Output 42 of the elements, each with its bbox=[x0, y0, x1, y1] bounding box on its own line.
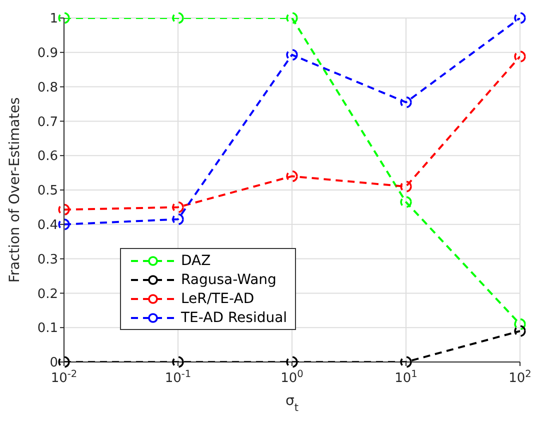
point bbox=[514, 318, 526, 330]
legend-label: DAZ bbox=[181, 252, 211, 268]
y-tick-label: 0.7 bbox=[37, 114, 58, 130]
y-tick-label: 0.1 bbox=[37, 321, 58, 336]
point bbox=[400, 180, 412, 192]
point bbox=[514, 325, 526, 337]
y-tick-label: 1 bbox=[50, 12, 58, 27]
x-axis-title: σ$_{t}$ bbox=[286, 393, 298, 414]
point bbox=[286, 170, 298, 182]
y-tick-label: 0.6 bbox=[37, 149, 58, 164]
point bbox=[172, 213, 184, 226]
y-tick-label: 0.4 bbox=[37, 218, 58, 234]
y-tick-label: 0.9 bbox=[37, 46, 58, 62]
point bbox=[514, 12, 526, 24]
x-tick-label: 10$^{-1}$ bbox=[164, 368, 192, 386]
point bbox=[286, 12, 298, 24]
y-tick-label: 0.2 bbox=[37, 286, 58, 302]
point bbox=[172, 356, 184, 368]
point bbox=[286, 48, 298, 61]
legend-label: TE-AD Residual bbox=[181, 310, 288, 326]
point bbox=[58, 356, 70, 368]
point bbox=[172, 201, 184, 214]
y-axis-title: Fraction of Over-Estimates bbox=[6, 97, 23, 283]
y-tick-label: 0.8 bbox=[37, 80, 58, 96]
y-tick-label: 0.5 bbox=[37, 184, 58, 199]
x-tick-label: 10$^{1}$ bbox=[394, 368, 418, 386]
point bbox=[58, 12, 70, 24]
y-tick-label: 0 bbox=[50, 356, 58, 371]
point bbox=[400, 356, 412, 368]
x-tick-label: 10$^{0}$ bbox=[280, 368, 304, 386]
legend-label: Ragusa-Wang bbox=[181, 272, 276, 288]
x-tick-label: 10$^{-2}$ bbox=[50, 368, 78, 386]
point bbox=[58, 218, 70, 230]
legend-label: LeR/TE-AD bbox=[181, 290, 254, 306]
y-tick-label: 0.3 bbox=[37, 252, 58, 268]
point bbox=[514, 50, 526, 62]
x-tick-label: 10$^{2}$ bbox=[508, 368, 532, 386]
point bbox=[172, 12, 184, 24]
point bbox=[400, 196, 412, 208]
point bbox=[400, 96, 412, 108]
point bbox=[286, 356, 298, 368]
point bbox=[58, 204, 70, 216]
